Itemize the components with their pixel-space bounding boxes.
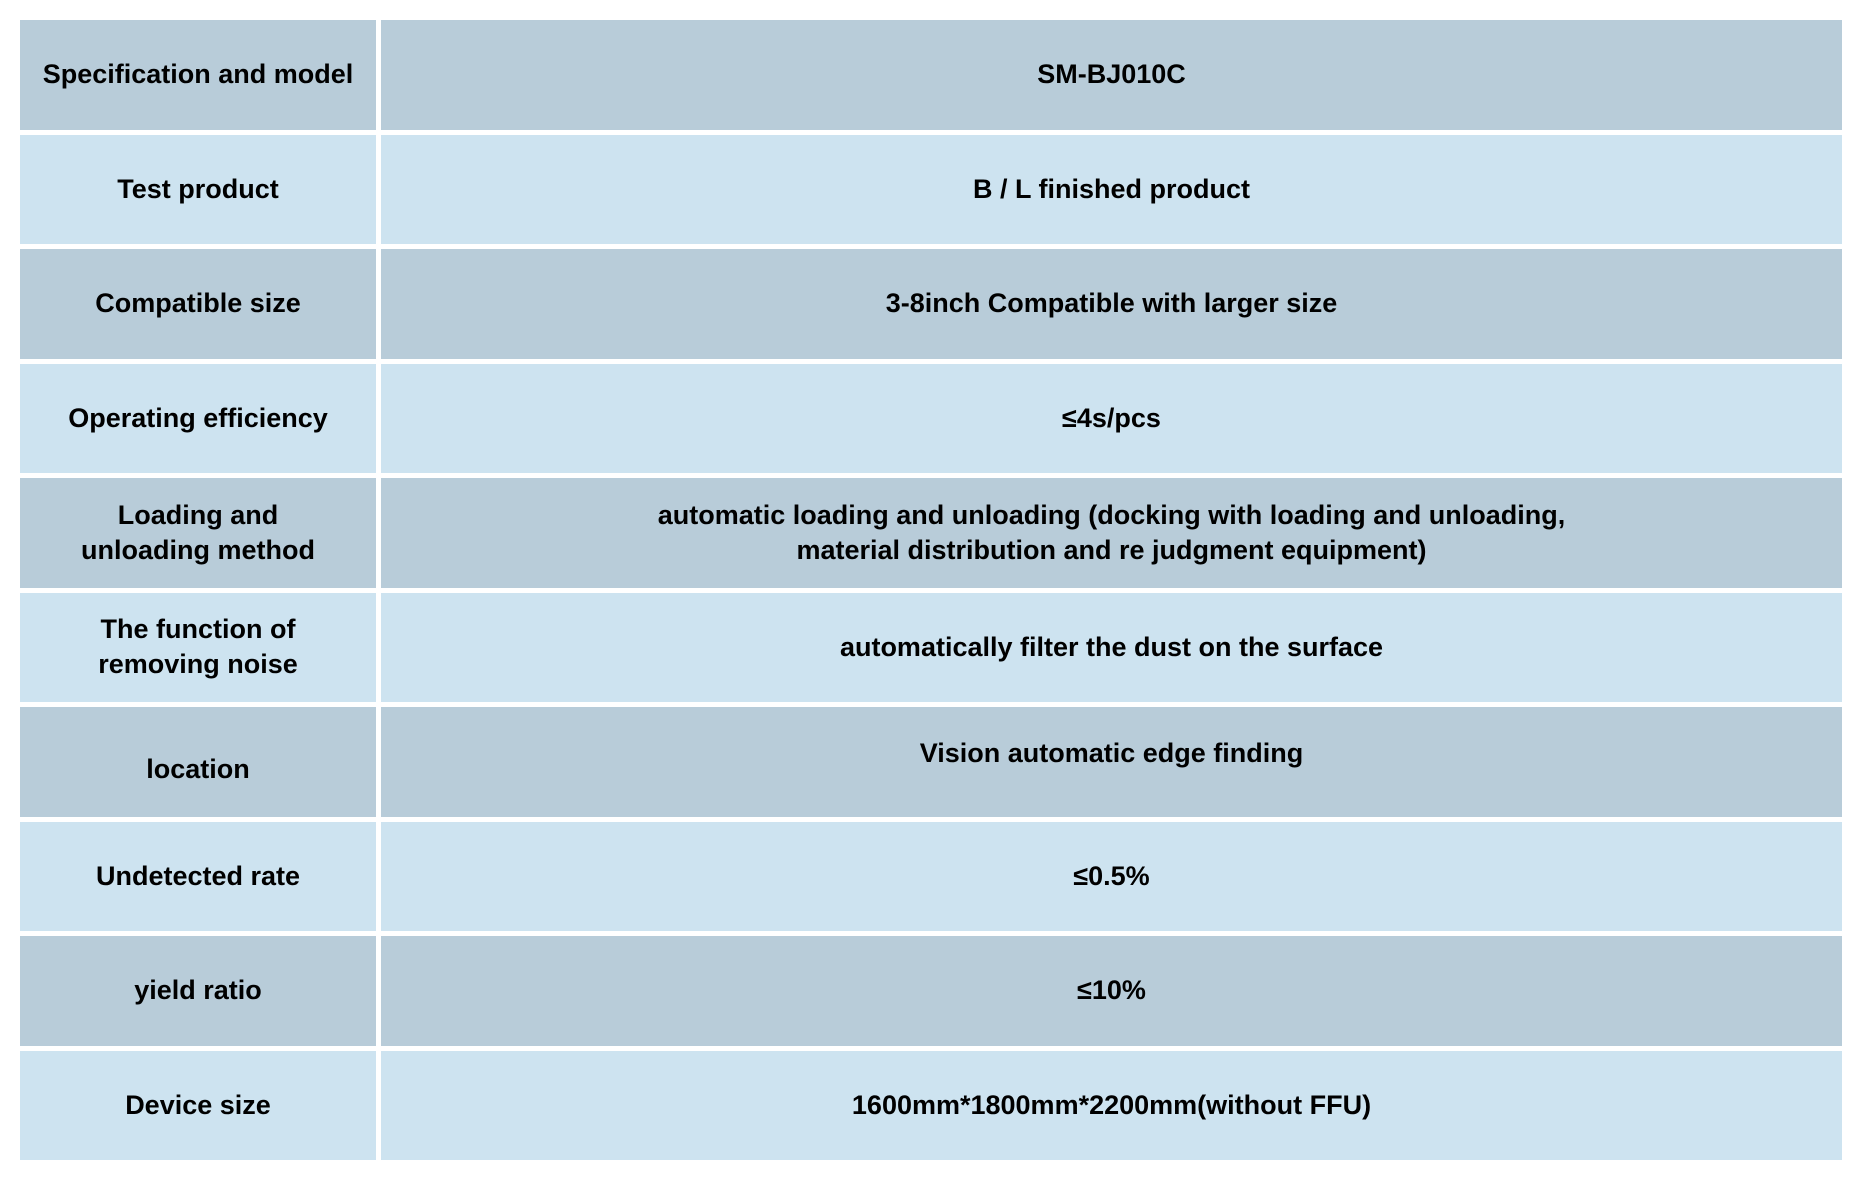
value-text: Vision automatic edge finding [919, 738, 1304, 769]
label-text: Specification and model [42, 59, 354, 90]
row-value: Vision automatic edge finding [381, 707, 1842, 817]
row-value: automatic loading and unloading (docking… [381, 478, 1842, 588]
row-value: B / L finished product [381, 134, 1842, 244]
label-text: location [146, 754, 250, 785]
label-text: Undetected rate [95, 860, 301, 891]
row-value: SM-BJ010C [381, 20, 1842, 130]
row-label: The function of removing noise [20, 592, 376, 702]
row-label: Specification and model [20, 20, 376, 130]
value-text: SM-BJ010C [1037, 59, 1186, 90]
label-text: Compatible size [95, 288, 301, 319]
row-value: ≤4s/pcs [381, 363, 1842, 473]
spec-table: Specification and model SM-BJ010C Test p… [20, 20, 1842, 1160]
row-value: automatically filter the dust on the sur… [381, 592, 1842, 702]
label-text: Device size [125, 1089, 271, 1120]
row-value: ≤0.5% [381, 821, 1842, 931]
row-label: Undetected rate [20, 821, 376, 931]
label-text: yield ratio [134, 975, 262, 1006]
value-text: automatic loading and unloading (docking… [657, 499, 1566, 565]
row-label: yield ratio [20, 936, 376, 1046]
row-label: Operating efficiency [20, 363, 376, 473]
row-value: 1600mm*1800mm*2200mm(without FFU) [381, 1050, 1842, 1160]
value-text: B / L finished product [972, 173, 1250, 204]
label-text: The function of removing noise [98, 614, 298, 680]
row-value: ≤10% [381, 936, 1842, 1046]
row-label: Device size [20, 1050, 376, 1160]
row-label: Loading and unloading method [20, 478, 376, 588]
value-text: 3-8inch Compatible with larger size [885, 288, 1338, 319]
row-label: location [20, 707, 376, 817]
value-text: ≤10% [1077, 975, 1146, 1006]
value-text: automatically filter the dust on the sur… [839, 631, 1384, 662]
value-text: ≤4s/pcs [1062, 402, 1161, 433]
row-label: Test product [20, 134, 376, 244]
value-text: ≤0.5% [1073, 860, 1150, 891]
label-text: Test product [117, 173, 279, 204]
value-text: 1600mm*1800mm*2200mm(without FFU) [851, 1089, 1372, 1120]
label-text: Operating efficiency [68, 402, 328, 433]
row-value: 3-8inch Compatible with larger size [381, 249, 1842, 359]
row-label: Compatible size [20, 249, 376, 359]
label-text: Loading and unloading method [81, 499, 315, 565]
